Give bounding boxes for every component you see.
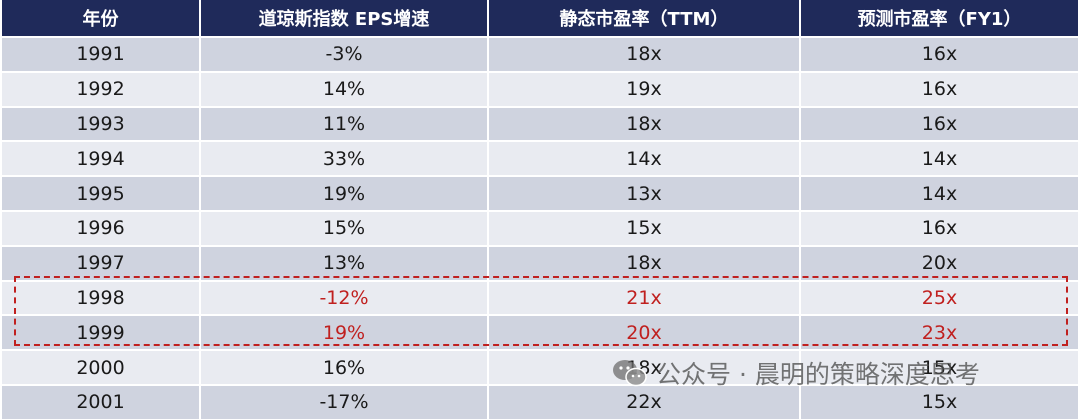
watermark-text: 公众号 · 晨明的策略深度思考	[656, 360, 980, 389]
cell-year: 2000	[2, 349, 201, 385]
cell-pe-ttm: 18x	[488, 244, 801, 281]
watermark: 公众号 · 晨明的策略深度思考	[612, 355, 980, 391]
cell-pe-ttm: 18x	[488, 349, 801, 385]
table-row: 1991 -3% 18x 16x	[2, 36, 1078, 72]
cell-eps-growth: 15%	[200, 209, 489, 246]
cell-pe-fy1: 15x	[800, 349, 1078, 385]
cell-pe-ttm: 15x	[488, 209, 801, 246]
cell-pe-fy1: 16x	[800, 70, 1078, 107]
cell-eps-growth: -12%	[200, 279, 489, 316]
wechat-icon	[612, 358, 648, 388]
table-row: 1997 13% 18x 20x	[2, 244, 1078, 281]
table-row-highlighted: 1999 19% 20x 23x	[2, 314, 1078, 351]
cell-pe-ttm: 13x	[488, 175, 801, 211]
table-row: 1994 33% 14x 14x	[2, 140, 1078, 177]
cell-year: 1999	[2, 314, 201, 351]
cell-eps-growth: 33%	[200, 140, 489, 177]
cell-pe-fy1: 15x	[800, 383, 1078, 419]
table-row: 2001 -17% 22x 15x	[2, 383, 1078, 419]
cell-eps-growth: -17%	[200, 383, 489, 419]
header-year: 年份	[2, 0, 201, 37]
cell-pe-fy1: 25x	[800, 279, 1078, 316]
cell-pe-fy1: 16x	[800, 105, 1078, 142]
cell-pe-ttm: 19x	[488, 70, 801, 107]
table-row: 2000 16% 18x 15x	[2, 349, 1078, 385]
cell-eps-growth: 19%	[200, 175, 489, 211]
cell-eps-growth: 19%	[200, 314, 489, 351]
table-row-highlighted: 1998 -12% 21x 25x	[2, 279, 1078, 316]
cell-pe-ttm: 18x	[488, 36, 801, 72]
table-row: 1992 14% 19x 16x	[2, 70, 1078, 107]
table-row: 1995 19% 13x 14x	[2, 175, 1078, 211]
cell-year: 1996	[2, 209, 201, 246]
header-pe-fy1: 预测市盈率（FY1）	[800, 0, 1078, 37]
cell-year: 1993	[2, 105, 201, 142]
header-row: 年份 道琼斯指数 EPS增速 静态市盈率（TTM） 预测市盈率（FY1）	[2, 0, 1078, 37]
cell-pe-fy1: 23x	[800, 314, 1078, 351]
table-row: 1996 15% 15x 16x	[2, 209, 1078, 246]
cell-year: 1997	[2, 244, 201, 281]
cell-pe-ttm: 20x	[488, 314, 801, 351]
cell-pe-ttm: 18x	[488, 105, 801, 142]
cell-pe-ttm: 22x	[488, 383, 801, 419]
cell-year: 1995	[2, 175, 201, 211]
cell-eps-growth: -3%	[200, 36, 489, 72]
cell-eps-growth: 14%	[200, 70, 489, 107]
cell-pe-fy1: 20x	[800, 244, 1078, 281]
cell-pe-fy1: 14x	[800, 140, 1078, 177]
cell-year: 1991	[2, 36, 201, 72]
cell-pe-fy1: 14x	[800, 175, 1078, 211]
cell-pe-ttm: 14x	[488, 140, 801, 177]
cell-pe-fy1: 16x	[800, 209, 1078, 246]
cell-eps-growth: 16%	[200, 349, 489, 385]
table-header: 年份 道琼斯指数 EPS增速 静态市盈率（TTM） 预测市盈率（FY1）	[2, 0, 1078, 37]
cell-pe-fy1: 16x	[800, 36, 1078, 72]
table-body: 1991 -3% 18x 16x 1992 14% 19x 16x 1993 1…	[2, 36, 1078, 419]
cell-pe-ttm: 21x	[488, 279, 801, 316]
cell-year: 1998	[2, 279, 201, 316]
header-pe-ttm: 静态市盈率（TTM）	[488, 0, 801, 37]
cell-year: 1994	[2, 140, 201, 177]
cell-year: 1992	[2, 70, 201, 107]
cell-year: 2001	[2, 383, 201, 419]
cell-eps-growth: 11%	[200, 105, 489, 142]
cell-eps-growth: 13%	[200, 244, 489, 281]
header-eps-growth: 道琼斯指数 EPS增速	[200, 0, 489, 37]
table-row: 1993 11% 18x 16x	[2, 105, 1078, 142]
